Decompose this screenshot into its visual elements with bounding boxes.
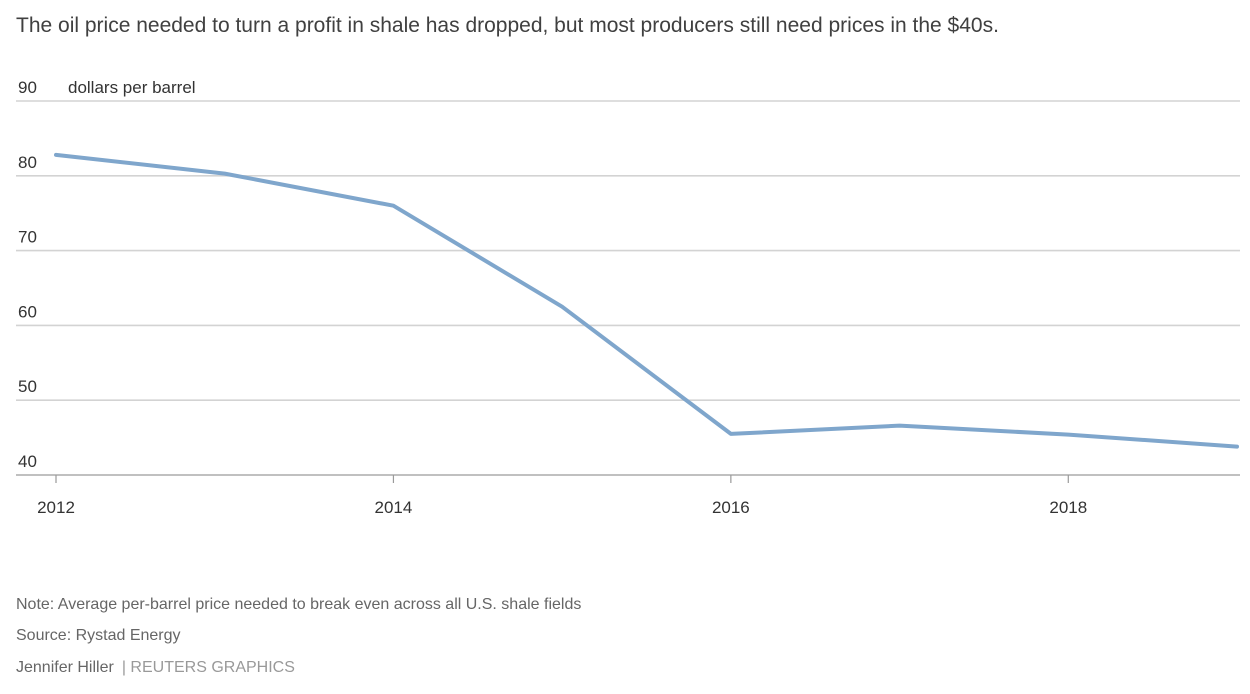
data-point — [223, 172, 227, 176]
credit-line: Jennifer Hiller | REUTERS GRAPHICS — [16, 659, 295, 677]
y-tick-label: 70 — [18, 228, 37, 247]
chart-title: The oil price needed to turn a profit in… — [16, 14, 999, 37]
x-tick-label: 2012 — [37, 498, 75, 517]
x-axis: 2012 2014 2016 2018 — [37, 475, 1087, 517]
data-point — [54, 153, 58, 157]
y-tick-label: 90 — [18, 78, 37, 97]
data-point — [729, 432, 733, 436]
series-group — [54, 152, 1239, 449]
x-tick-label: 2016 — [712, 498, 750, 517]
outlet-credit: | REUTERS GRAPHICS — [121, 659, 295, 676]
data-point — [391, 204, 395, 208]
data-point — [898, 424, 902, 428]
x-tick-label: 2014 — [375, 498, 413, 517]
y-tick-label: 80 — [18, 153, 37, 172]
y-axis-labels: 40 50 60 70 80 90 dollars per barrel — [18, 78, 196, 471]
y-tick-label: 40 — [18, 452, 37, 471]
author-credit: Jennifer Hiller — [16, 659, 114, 676]
y-axis-unit-label: dollars per barrel — [68, 78, 196, 97]
footnote: Note: Average per-barrel price needed to… — [16, 596, 582, 613]
x-tick-label: 2018 — [1049, 498, 1087, 517]
y-tick-label: 60 — [18, 302, 37, 321]
series-line — [54, 152, 1239, 449]
data-points — [54, 153, 1239, 449]
data-point — [560, 305, 564, 309]
source-note: Source: Rystad Energy — [16, 627, 181, 644]
data-point — [1235, 445, 1239, 449]
data-point — [1066, 433, 1070, 437]
gridlines — [16, 100, 1240, 476]
y-tick-label: 50 — [18, 377, 37, 396]
